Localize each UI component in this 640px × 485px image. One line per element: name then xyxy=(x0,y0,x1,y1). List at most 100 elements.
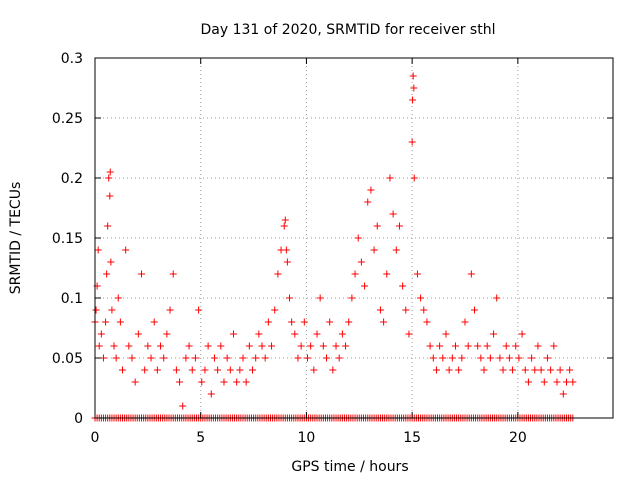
data-point xyxy=(559,390,567,398)
data-point xyxy=(255,330,263,338)
data-point xyxy=(329,366,337,374)
data-point xyxy=(294,354,302,362)
data-point xyxy=(518,330,526,338)
data-point xyxy=(207,390,215,398)
data-point xyxy=(128,354,136,362)
data-point xyxy=(271,306,279,314)
data-point xyxy=(389,210,397,218)
data-point xyxy=(408,138,416,146)
data-point xyxy=(102,318,110,326)
data-point xyxy=(110,342,118,350)
data-point xyxy=(239,354,247,362)
data-point xyxy=(112,354,120,362)
data-point xyxy=(426,342,434,350)
data-point xyxy=(97,330,105,338)
data-point xyxy=(249,366,257,374)
data-point xyxy=(386,174,394,182)
data-point xyxy=(116,318,124,326)
data-point xyxy=(537,366,545,374)
data-point xyxy=(439,354,447,362)
data-point xyxy=(410,84,418,92)
y-tick-label: 0.05 xyxy=(52,351,83,367)
data-point xyxy=(303,354,311,362)
data-point xyxy=(245,342,253,350)
data-point xyxy=(423,318,431,326)
data-point xyxy=(357,258,365,266)
data-point xyxy=(201,366,209,374)
data-point xyxy=(528,354,536,362)
x-tick-label: 20 xyxy=(509,430,527,446)
data-point xyxy=(94,246,102,254)
data-point xyxy=(134,330,142,338)
data-point xyxy=(464,342,472,350)
data-point xyxy=(409,96,417,104)
data-point xyxy=(150,318,158,326)
data-point xyxy=(502,342,510,350)
data-point xyxy=(345,318,353,326)
data-point xyxy=(104,222,112,230)
data-point xyxy=(220,378,228,386)
data-point xyxy=(399,282,407,290)
data-point xyxy=(461,318,469,326)
data-point xyxy=(395,222,403,230)
data-point xyxy=(373,222,381,230)
data-point xyxy=(157,342,165,350)
data-point xyxy=(543,354,551,362)
data-point xyxy=(319,342,327,350)
data-point xyxy=(258,342,266,350)
data-point xyxy=(471,306,479,314)
data-point xyxy=(107,258,115,266)
data-point xyxy=(361,282,369,290)
data-point xyxy=(300,318,308,326)
data-point xyxy=(182,354,190,362)
data-point xyxy=(376,306,384,314)
data-point xyxy=(108,306,116,314)
data-point xyxy=(547,366,555,374)
y-tick-label: 0.2 xyxy=(61,171,83,187)
data-point xyxy=(233,378,241,386)
data-point xyxy=(172,366,180,374)
data-point xyxy=(92,306,100,314)
data-point xyxy=(556,366,564,374)
data-point xyxy=(214,366,222,374)
data-point xyxy=(288,318,296,326)
data-point xyxy=(429,354,437,362)
data-point xyxy=(297,342,305,350)
data-point xyxy=(291,330,299,338)
data-point xyxy=(562,378,570,386)
data-point xyxy=(451,342,459,350)
data-point xyxy=(106,168,114,176)
data-point xyxy=(204,342,212,350)
data-point xyxy=(553,378,561,386)
data-point xyxy=(364,198,372,206)
data-point xyxy=(448,354,456,362)
data-point xyxy=(342,342,350,350)
data-point xyxy=(125,342,133,350)
data-point xyxy=(480,366,488,374)
data-point xyxy=(198,378,206,386)
data-point xyxy=(153,366,161,374)
data-point xyxy=(122,246,130,254)
data-point xyxy=(351,270,359,278)
data-point xyxy=(332,342,340,350)
data-point xyxy=(307,342,315,350)
data-point xyxy=(242,378,250,386)
data-point xyxy=(99,354,107,362)
data-point xyxy=(138,270,146,278)
data-point xyxy=(354,234,362,242)
data-point xyxy=(410,174,418,182)
data-point xyxy=(380,318,388,326)
data-point xyxy=(191,354,199,362)
data-point xyxy=(326,318,334,326)
data-point xyxy=(566,366,574,374)
data-point xyxy=(188,366,196,374)
data-point xyxy=(264,318,272,326)
chart-title: Day 131 of 2020, SRMTID for receiver sth… xyxy=(201,22,496,38)
data-point xyxy=(486,354,494,362)
data-point xyxy=(521,366,529,374)
data-point xyxy=(515,354,523,362)
data-point xyxy=(268,342,276,350)
data-point xyxy=(455,366,463,374)
data-point xyxy=(499,366,507,374)
